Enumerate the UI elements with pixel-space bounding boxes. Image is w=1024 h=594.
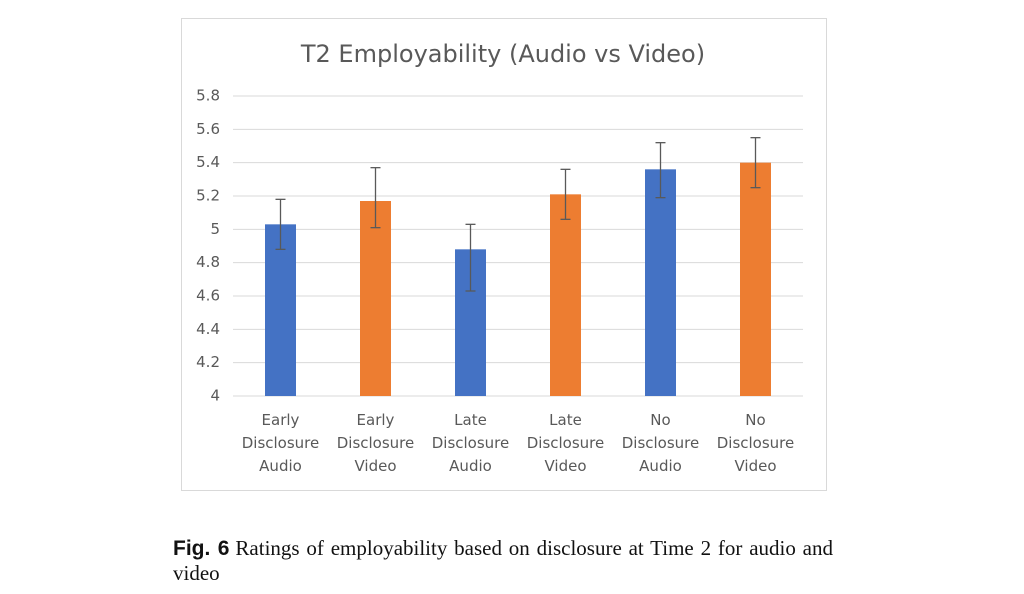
chart-title: T2 Employability (Audio vs Video) bbox=[300, 40, 705, 68]
x-tick-label-line: Early bbox=[262, 411, 300, 429]
x-tick-label: No Disclosure Audio bbox=[622, 411, 700, 475]
x-tick-label: No Disclosure Video bbox=[717, 411, 795, 475]
y-tick-label: 4 bbox=[210, 387, 220, 405]
bar bbox=[360, 201, 391, 396]
x-tick-label-line: Disclosure bbox=[717, 434, 795, 452]
y-tick-label: 4.2 bbox=[196, 353, 220, 371]
x-tick-label-line: Late bbox=[454, 411, 487, 429]
x-tick-label: Early Disclosure Video bbox=[337, 411, 415, 475]
y-tick-label: 4.4 bbox=[196, 320, 220, 338]
x-tick-label-line: Video bbox=[354, 457, 396, 475]
x-tick-label: Early Disclosure Audio bbox=[242, 411, 320, 475]
x-tick-label-line: No bbox=[650, 411, 670, 429]
y-tick-label: 5.6 bbox=[196, 120, 220, 138]
caption: Fig. 6 Ratings of employability based on … bbox=[173, 536, 833, 586]
y-tick-label: 5 bbox=[210, 220, 220, 238]
x-tick-label-line: Video bbox=[734, 457, 776, 475]
bar bbox=[265, 224, 296, 396]
x-tick-label-line: Disclosure bbox=[432, 434, 510, 452]
y-tick-label: 4.6 bbox=[196, 287, 220, 305]
x-tick-label-line: Audio bbox=[449, 457, 492, 475]
x-tick-label-line: Audio bbox=[259, 457, 302, 475]
x-tick-label-line: Disclosure bbox=[337, 434, 415, 452]
x-tick-label: Late Disclosure Video bbox=[527, 411, 605, 475]
y-tick-label: 4.8 bbox=[196, 253, 220, 271]
x-tick-label-line: Early bbox=[357, 411, 395, 429]
bar bbox=[645, 169, 676, 396]
bar bbox=[740, 162, 771, 396]
caption-label: Fig. 6 bbox=[173, 537, 230, 560]
error-bar bbox=[370, 167, 381, 229]
caption-text: Ratings of employability based on disclo… bbox=[173, 536, 833, 585]
y-tick-label: 5.2 bbox=[196, 187, 220, 205]
error-bar bbox=[465, 223, 476, 292]
x-tick-label-line: No bbox=[745, 411, 765, 429]
x-tick-label: Late Disclosure Audio bbox=[432, 411, 510, 475]
error-bar bbox=[560, 168, 571, 220]
x-tick-label-line: Audio bbox=[639, 457, 682, 475]
x-tick-label-line: Disclosure bbox=[242, 434, 320, 452]
x-tick-label-line: Disclosure bbox=[527, 434, 605, 452]
x-tick-label-line: Video bbox=[544, 457, 586, 475]
y-tick-label: 5.8 bbox=[196, 87, 220, 105]
bar bbox=[550, 194, 581, 396]
error-bar bbox=[275, 198, 286, 250]
x-tick-label-line: Late bbox=[549, 411, 582, 429]
error-bar bbox=[655, 142, 666, 199]
x-tick-label-line: Disclosure bbox=[622, 434, 700, 452]
chart: T2 Employability (Audio vs Video) 4 4.2 4.… bbox=[181, 18, 827, 491]
y-tick-label: 5.4 bbox=[196, 153, 220, 171]
error-bar bbox=[750, 137, 761, 189]
